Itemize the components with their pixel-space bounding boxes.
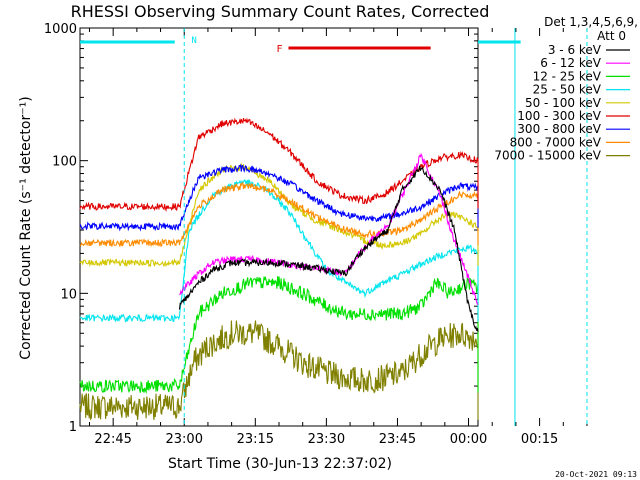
legend-entry-label: 7000 - 15000 keV [494,149,601,163]
legend-entry-label: 25 - 50 keV [533,83,602,97]
legend-entry-label: 100 - 300 keV [517,109,601,123]
legend-entry-label: 3 - 6 keV [548,43,602,57]
series-line-100-300keV [79,117,479,213]
series-line-50-100keV [79,162,479,268]
series-line-25-50keV [79,178,479,323]
night-flag-label: N [191,36,196,46]
plot-frame [79,27,479,427]
plot-area: 1 10 100 1000 22:45 23:00 23:15 23:30 23:45 00:00… [44,22,588,447]
series-line-3-6keV [178,165,479,332]
x-tick-label: 00:15 [521,432,558,447]
x-tick-label: 23:15 [237,432,274,447]
y-tick-label: 1 [69,420,77,435]
flare-flag-label: F [276,44,282,55]
legend-entry-label: 50 - 100 keV [525,96,602,110]
footer-timestamp: 20-Oct-2021 09:13 [555,470,637,479]
legend-header-line1: Det 1,3,4,5,6,9, [544,15,638,29]
x-tick-label: 00:00 [450,432,487,447]
chart-title: RHESSI Observing Summary Count Rates, Co… [71,2,490,21]
x-tick-label: 22:45 [94,432,131,447]
x-tick-label: 23:30 [308,432,345,447]
y-tick-label: 10 [60,287,77,302]
y-axis-label: Corrected Count Rate (s⁻¹ detector⁻¹) [18,96,34,359]
legend-entry-label: 300 - 800 keV [517,122,601,136]
series-line-7000-15000keV [79,320,479,421]
legend-entry-label: 800 - 7000 keV [510,135,602,149]
series-line-12-25keV [79,275,479,395]
x-axis-label: Start Time (30-Jun-13 22:37:02) [168,456,392,472]
legend-entry-label: 12 - 25 keV [533,69,602,83]
y-tick-label: 100 [52,155,77,170]
x-tick-label: 23:45 [379,432,416,447]
x-tick-label: 23:00 [166,432,203,447]
series-line-6-12keV [179,153,479,305]
legend-entry-label: 6 - 12 keV [540,56,602,70]
y-tick-label: 1000 [44,22,77,37]
legend-header-line2: Att 0 [597,29,626,43]
